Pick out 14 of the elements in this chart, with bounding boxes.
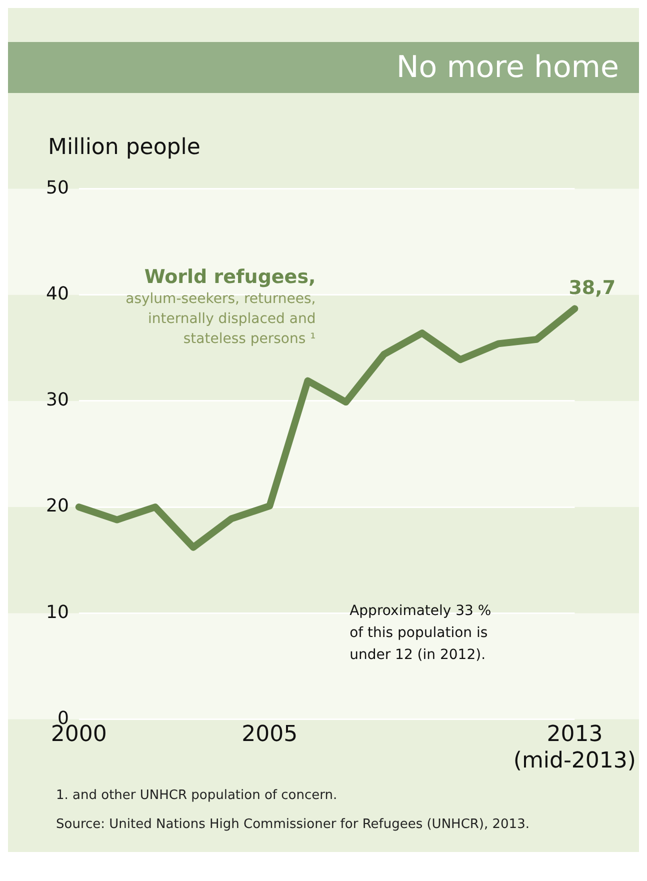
y-tick-label: 20 [46, 496, 69, 517]
y-tick-label: 50 [46, 177, 69, 198]
y-tick-label: 30 [46, 390, 69, 411]
annotation: Approximately 33 % of this population is under 12 (in 2012). [350, 603, 492, 664]
y-axis-title: Million people [47, 134, 202, 162]
source-note: Source: United Nations High Commissioner for Refugees (UNHCR), 2013. [56, 817, 530, 832]
x-tick-label: 2013 (mid-2013) [513, 722, 636, 774]
y-tick-label: 10 [46, 602, 69, 623]
data-label: 38,7 [568, 277, 616, 300]
text: 1. and other UNHCR population of concern. [56, 788, 338, 803]
series-label: World refugees, asylum-seekers, returnees, internally displaced and stateless persons ¹ [126, 266, 316, 347]
x-tick-label: 2005 [242, 722, 298, 748]
chart-title: No more home [8, 42, 639, 93]
y-tick-label: 40 [46, 284, 69, 305]
